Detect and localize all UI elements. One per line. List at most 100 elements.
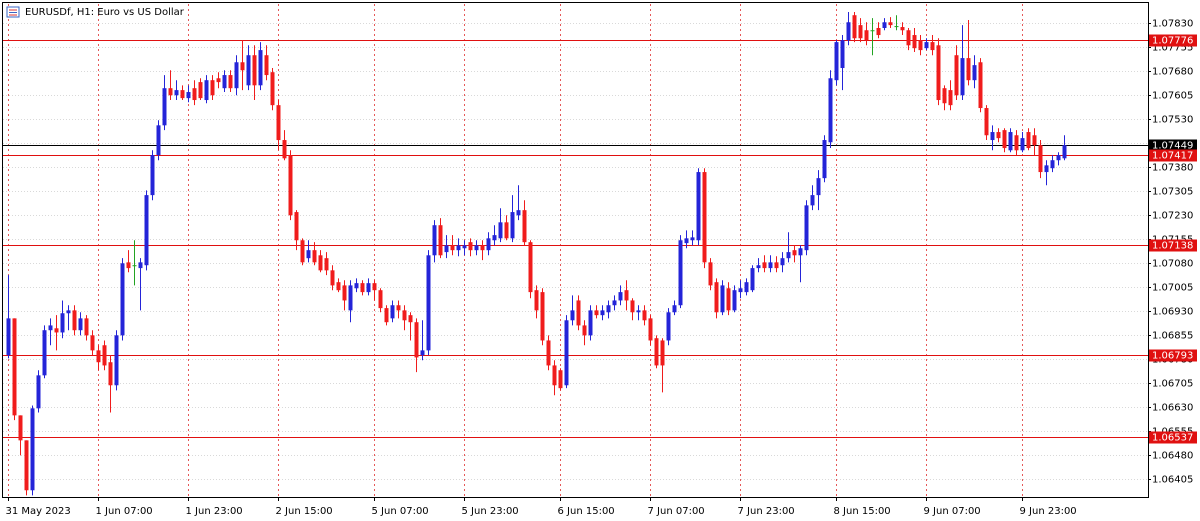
- candle-body: [750, 268, 755, 291]
- candle-body: [846, 22, 851, 41]
- candle-body: [768, 262, 773, 269]
- price-level-tag: [1149, 349, 1197, 362]
- candle-body: [198, 82, 203, 99]
- candle-body: [384, 308, 389, 323]
- candle-body: [12, 318, 17, 416]
- x-tick-label: 7 Jun 07:00: [648, 506, 705, 517]
- candle-body: [912, 35, 917, 49]
- candle-body: [1002, 130, 1007, 149]
- price-level-label: 1.07417: [1152, 151, 1193, 162]
- candle-body: [1056, 155, 1061, 161]
- candle-body: [552, 365, 557, 386]
- y-tick-label: 1.07680: [1152, 67, 1193, 78]
- candle-body: [438, 225, 443, 256]
- x-tick-label: 5 Jun 23:00: [462, 506, 519, 517]
- candle-body: [378, 290, 383, 309]
- candle-body: [504, 222, 509, 239]
- candle-body: [114, 335, 119, 386]
- candle-body: [60, 313, 65, 333]
- y-tick-label: 1.07380: [1152, 163, 1193, 174]
- grid: [3, 4, 1148, 497]
- axis: 1.07830 1.07755 1.07680 1.07605 1.07530 1.074…: [6, 19, 1194, 518]
- x-tick-label: 6 Jun 15:00: [558, 506, 615, 517]
- y-tick-label: 1.07005: [1152, 283, 1193, 294]
- candle-body: [318, 255, 323, 271]
- candle-body: [816, 178, 821, 196]
- candle-body: [948, 90, 953, 106]
- candle-body: [342, 285, 347, 301]
- candle-body: [108, 362, 113, 386]
- candle-body: [612, 300, 617, 306]
- y-tick-label: 1.07080: [1152, 259, 1193, 270]
- chart-title: EURUSDf, H1: Euro vs US Dollar: [25, 7, 185, 18]
- candle-body: [588, 310, 593, 336]
- candle-body: [396, 305, 401, 311]
- candle-body: [1026, 132, 1031, 149]
- candle-body: [150, 155, 155, 196]
- candle-body: [312, 250, 317, 263]
- candle-body: [174, 90, 179, 96]
- candle-body: [450, 245, 455, 251]
- candle-body: [570, 310, 575, 321]
- candle-body: [1044, 165, 1049, 173]
- candle-body: [888, 22, 893, 26]
- candle-body: [6, 318, 11, 356]
- candle-body: [780, 258, 785, 266]
- price-level-label: 1.07776: [1152, 36, 1193, 47]
- candle-body: [156, 125, 161, 156]
- y-tick-label: 1.07305: [1152, 187, 1193, 198]
- candle-body: [528, 242, 533, 293]
- candle-body: [24, 440, 29, 491]
- candle-body: [564, 320, 569, 386]
- candle-body: [18, 415, 23, 441]
- candle-body: [480, 245, 485, 251]
- candle-body: [696, 172, 701, 241]
- candle-body: [690, 237, 695, 241]
- x-tick-label: 1 Jun 23:00: [186, 506, 243, 517]
- candle-body: [618, 292, 623, 301]
- candle-body: [222, 75, 227, 89]
- candle-body: [90, 335, 95, 351]
- plot-frame: [2, 2, 1149, 498]
- candle-body: [756, 265, 761, 269]
- x-tick-label: 9 Jun 23:00: [1020, 506, 1077, 517]
- candle-body: [1008, 132, 1013, 151]
- candle-body: [558, 370, 563, 389]
- candle-body: [606, 305, 611, 313]
- candle-body: [276, 105, 281, 141]
- candle-body: [120, 263, 125, 336]
- candle-body: [258, 50, 263, 86]
- candle-body: [420, 350, 425, 356]
- candle-body: [54, 328, 59, 333]
- candle-body: [930, 42, 935, 51]
- candle-body: [300, 240, 305, 263]
- candle-body: [540, 292, 545, 341]
- candle-body: [744, 282, 749, 293]
- candle-body: [708, 262, 713, 286]
- candle-body: [984, 108, 989, 136]
- candle-body: [1014, 135, 1019, 151]
- candle-body: [1032, 135, 1037, 146]
- candle-body: [282, 140, 287, 159]
- candle-body: [348, 285, 353, 311]
- candle-body: [642, 310, 647, 321]
- candle-body: [918, 40, 923, 51]
- candle-body: [408, 315, 413, 323]
- candle-body: [726, 288, 731, 311]
- price-level-label: 1.06537: [1152, 433, 1193, 444]
- candle-body: [870, 30, 875, 32]
- candle-body: [474, 245, 479, 251]
- candle-body: [798, 248, 803, 256]
- candle-body: [762, 262, 767, 269]
- candle-body: [666, 312, 671, 341]
- candle-body: [306, 250, 311, 259]
- candle-body: [354, 283, 359, 289]
- candle-body: [522, 210, 527, 243]
- candle-body: [372, 283, 377, 291]
- y-tick-label: 1.06405: [1152, 475, 1193, 486]
- price-level-label: 1.07138: [1152, 241, 1193, 252]
- candle-body: [966, 58, 971, 81]
- candles: [6, 12, 1067, 496]
